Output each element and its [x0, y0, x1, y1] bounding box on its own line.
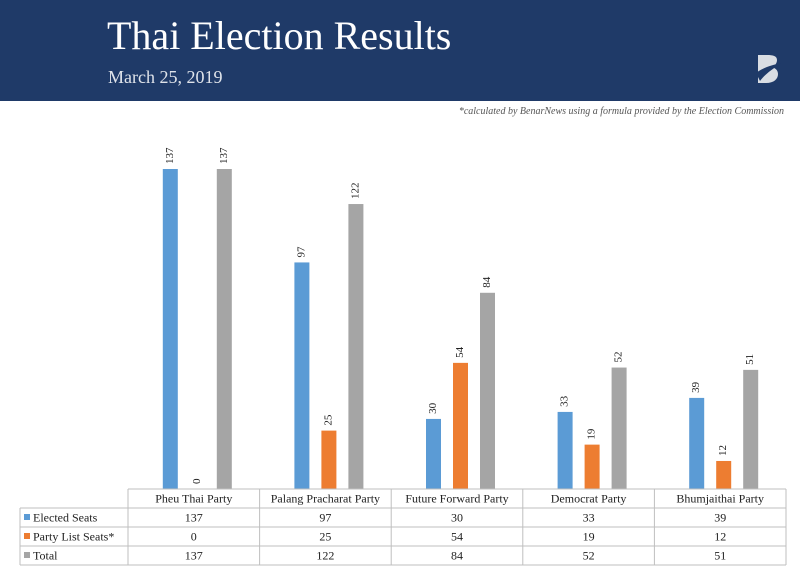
bar-total-4: [611, 367, 627, 489]
header-banner: Thai Election Results March 25, 2019: [0, 0, 800, 101]
bar-party-list-seats-3: [453, 362, 468, 489]
data-label-total-5: 51: [744, 354, 756, 365]
bar-elected-seats-2: [294, 262, 310, 489]
table-cell-party-list-seats-1: 0: [191, 530, 197, 544]
bar-total-2: [348, 204, 364, 489]
data-label-total-1: 137: [218, 147, 230, 164]
bar-elected-seats-3: [426, 418, 441, 489]
data-label-party-list-seats-2: 25: [322, 414, 334, 426]
legend-label-total: Total: [33, 549, 58, 563]
data-label-party-list-seats-3: 54: [454, 346, 466, 358]
data-label-total-3: 84: [481, 276, 493, 288]
table-cell-elected-seats-3: 30: [451, 511, 463, 525]
bar-party-list-seats-5: [716, 460, 732, 489]
data-label-elected-seats-2: 97: [295, 246, 307, 258]
data-label-party-list-seats-5: 12: [717, 445, 729, 456]
bar-elected-seats-5: [689, 397, 705, 489]
x-tick-label-3: Future Forward Party: [405, 492, 508, 506]
table-cell-elected-seats-2: 97: [319, 511, 331, 525]
table-cell-party-list-seats-3: 54: [451, 530, 463, 544]
data-label-total-2: 122: [349, 183, 361, 200]
logo-icon: [753, 52, 785, 86]
x-tick-label-2: Palang Pracharat Party: [271, 492, 380, 506]
table-cell-elected-seats-5: 39: [714, 511, 726, 525]
x-tick-label-4: Democrat Party: [551, 492, 627, 506]
page-subtitle: March 25, 2019: [108, 67, 223, 87]
table-cell-total-1: 137: [185, 549, 203, 563]
table-cell-elected-seats-1: 137: [185, 511, 203, 525]
data-label-elected-seats-4: 33: [559, 395, 571, 407]
x-tick-label-5: Bhumjaithai Party: [676, 492, 764, 506]
data-label-party-list-seats-4: 19: [586, 428, 598, 440]
table-cell-party-list-seats-4: 19: [583, 530, 595, 544]
data-label-elected-seats-1: 137: [164, 147, 176, 164]
table-cell-elected-seats-4: 33: [583, 511, 595, 525]
page-title: Thai Election Results: [107, 13, 452, 58]
bar-party-list-seats-2: [321, 430, 337, 489]
bar-total-1: [216, 169, 232, 489]
bar-total-3: [480, 292, 495, 489]
data-label-elected-seats-5: 39: [690, 381, 702, 393]
legend-swatch-elected-seats: [24, 514, 30, 520]
chart-footnote: *calculated by BenarNews using a formula…: [458, 106, 784, 117]
data-label-elected-seats-3: 30: [427, 402, 439, 414]
table-cell-total-2: 122: [316, 549, 334, 563]
table-cell-total-3: 84: [451, 549, 463, 563]
legend-label-elected-seats: Elected Seats: [33, 511, 98, 525]
x-tick-label-1: Pheu Thai Party: [155, 492, 232, 506]
table-cell-total-5: 51: [714, 549, 726, 563]
table-cell-total-4: 52: [583, 549, 595, 563]
data-label-party-list-seats-1: 0: [191, 478, 203, 484]
bar-elected-seats-4: [557, 411, 573, 489]
table-cell-party-list-seats-2: 25: [319, 530, 331, 544]
bar-elected-seats-1: [162, 169, 178, 489]
legend-label-party-list-seats: Party List Seats*: [33, 530, 114, 544]
bar-party-list-seats-4: [584, 444, 600, 489]
table-cell-party-list-seats-5: 12: [714, 530, 726, 544]
legend-swatch-total: [24, 552, 30, 558]
legend-swatch-party-list-seats: [24, 533, 30, 539]
data-label-total-4: 52: [613, 352, 625, 363]
bar-total-5: [743, 369, 759, 489]
